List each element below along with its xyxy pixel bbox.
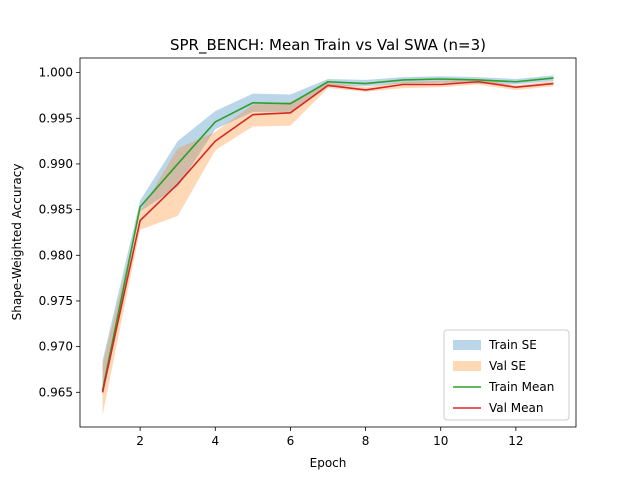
x-tick-label: 8 [362,434,370,448]
y-tick-label: 0.980 [39,248,73,262]
y-axis-label: Shape-Weighted Accuracy [10,164,24,321]
y-tick-label: 0.995 [39,111,73,125]
x-tick-label: 6 [287,434,295,448]
y-tick-label: 0.990 [39,157,73,171]
mean-lines [101,77,554,393]
y-axis-ticks: 0.965 0.970 0.975 0.980 0.985 0.990 0.995 1.000 [39,66,80,399]
legend-box [443,329,570,421]
legend: Train SE Val SE Train Mean Val Mean [443,329,570,421]
x-tick-label: 12 [508,434,523,448]
train-se-legend-swatch [453,340,481,350]
train-se-legend-label: Train SE [488,338,537,352]
val-mean-legend-label: Val Mean [489,401,543,415]
y-tick-label: 0.970 [39,340,73,354]
x-tick-label: 4 [211,434,219,448]
y-tick-label: 0.975 [39,294,73,308]
val-mean-line [101,80,554,393]
val-se-legend-label: Val SE [489,359,526,373]
x-axis-label: Epoch [310,456,347,470]
train-mean-line [101,77,554,391]
x-tick-label: 10 [433,434,448,448]
train-mean-legend-label: Train Mean [488,380,554,394]
y-tick-label: 0.965 [39,385,73,399]
y-tick-label: 1.000 [39,66,73,80]
x-tick-label: 2 [136,434,144,448]
chart-title: SPR_BENCH: Mean Train vs Val SWA (n=3) [170,36,486,55]
y-tick-label: 0.985 [39,203,73,217]
plot-area [79,57,577,428]
val-se-legend-swatch [453,361,481,371]
x-axis-ticks: 2 4 6 8 10 12 [136,427,524,448]
